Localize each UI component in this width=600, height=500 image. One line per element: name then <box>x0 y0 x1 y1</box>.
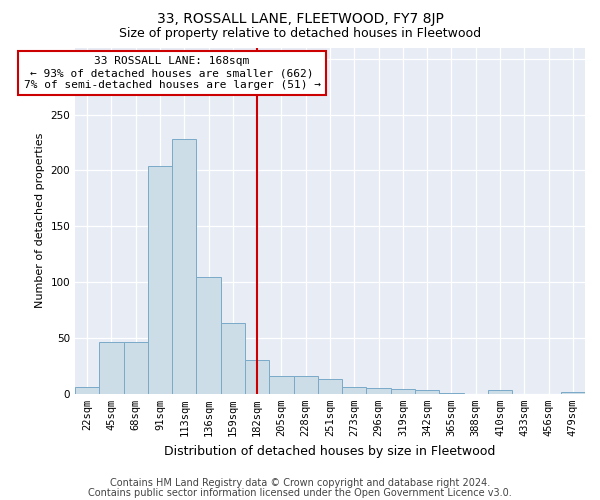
Bar <box>342 387 367 394</box>
Text: 33 ROSSALL LANE: 168sqm
← 93% of detached houses are smaller (662)
7% of semi-de: 33 ROSSALL LANE: 168sqm ← 93% of detache… <box>23 56 320 90</box>
Text: Contains public sector information licensed under the Open Government Licence v3: Contains public sector information licen… <box>88 488 512 498</box>
Text: Contains HM Land Registry data © Crown copyright and database right 2024.: Contains HM Land Registry data © Crown c… <box>110 478 490 488</box>
Bar <box>318 380 342 394</box>
Bar <box>269 376 293 394</box>
Bar <box>415 390 439 394</box>
Bar <box>391 390 415 394</box>
Bar <box>488 390 512 394</box>
Bar <box>367 388 391 394</box>
Bar <box>196 276 221 394</box>
Text: 33, ROSSALL LANE, FLEETWOOD, FY7 8JP: 33, ROSSALL LANE, FLEETWOOD, FY7 8JP <box>157 12 443 26</box>
Y-axis label: Number of detached properties: Number of detached properties <box>35 133 45 308</box>
Text: Size of property relative to detached houses in Fleetwood: Size of property relative to detached ho… <box>119 28 481 40</box>
Bar <box>75 387 99 394</box>
Bar <box>293 376 318 394</box>
Bar <box>99 342 124 394</box>
Bar <box>439 392 464 394</box>
Bar <box>124 342 148 394</box>
Bar <box>172 139 196 394</box>
Bar <box>148 166 172 394</box>
Bar <box>221 324 245 394</box>
X-axis label: Distribution of detached houses by size in Fleetwood: Distribution of detached houses by size … <box>164 444 496 458</box>
Bar <box>561 392 585 394</box>
Bar <box>245 360 269 394</box>
